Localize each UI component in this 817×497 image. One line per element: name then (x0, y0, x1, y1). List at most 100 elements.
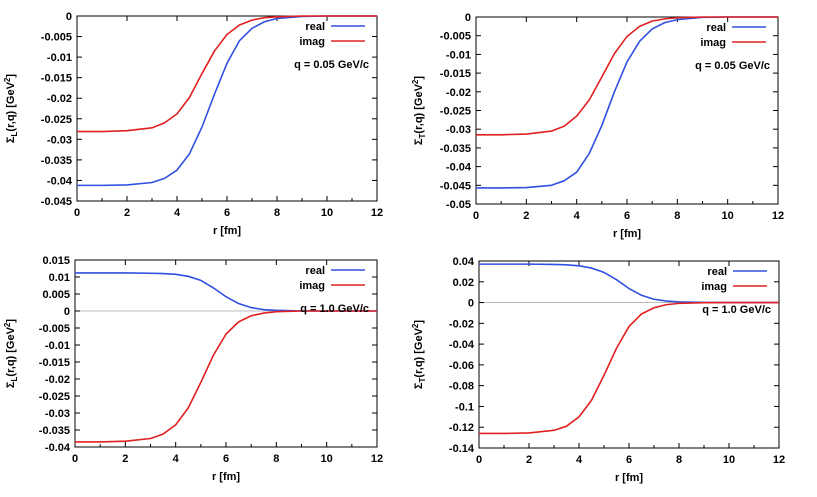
chart-br-frame (478, 260, 780, 449)
chart-tr-ytick-label: 0 (465, 12, 471, 24)
chart-tr-ytick-label: -0.005 (440, 31, 471, 43)
chart-tl-legend-label-real: real (305, 21, 325, 33)
chart-bl-ytick-label: -0.025 (39, 391, 70, 403)
chart-bl-xtick-label: 8 (273, 453, 279, 465)
chart-bl-frame (74, 259, 378, 448)
chart-tl-xtick-label: 10 (321, 207, 333, 219)
chart-tr-frame (475, 16, 779, 205)
chart-br-ytick-label: 0 (468, 298, 474, 310)
chart-bl-ytick-label: -0.03 (45, 408, 70, 420)
chart-bl-xtick-label: 0 (72, 453, 78, 465)
chart-bl-ytick-label: 0.015 (42, 255, 70, 267)
chart-bl-ylabel: ΣL(r,q) [GeV2] (3, 319, 19, 388)
chart-tl-xtick-label: 12 (371, 207, 383, 219)
chart-br-ytick-label: -0.02 (449, 318, 474, 330)
chart-br-ytick-label: -0.1 (455, 401, 474, 413)
chart-tr-ytick-label: -0.025 (440, 106, 471, 118)
chart-tr-ytick-label: -0.02 (446, 87, 471, 99)
chart-bl-xtick-label: 10 (321, 453, 333, 465)
chart-tl-ytick-label: -0.035 (41, 155, 72, 167)
chart-tr-ylabel: ΣT(r,q) [GeV2] (411, 76, 427, 145)
chart-br-series-imag (479, 301, 779, 435)
chart-br-xtick-label: 4 (576, 454, 583, 466)
chart-tl-ytick-label: -0.025 (41, 114, 72, 126)
chart-tr-ytick-label: -0.035 (440, 143, 471, 155)
chart-bl-ytick-label: -0.02 (45, 374, 70, 386)
chart-bl-legend-label-imag: imag (299, 280, 325, 292)
chart-tr-xtick-label: 10 (722, 210, 734, 222)
chart-tl-ytick-label: -0.04 (47, 175, 73, 187)
chart-br-annotation: q = 1.0 GeV/c (702, 304, 771, 316)
chart-br-ytick-label: 0.04 (453, 256, 475, 268)
chart-br-xtick-label: 2 (526, 454, 532, 466)
chart-tl-ytick-label: -0.015 (41, 73, 72, 85)
chart-tr-series-imag (476, 16, 778, 136)
chart-br-xtick-label: 8 (676, 454, 682, 466)
chart-tl-frame (76, 15, 378, 202)
chart-br-ytick-label: -0.08 (449, 381, 474, 393)
chart-tr-xlabel: r [fm] (613, 228, 641, 240)
chart-tl-ytick-label: -0.03 (47, 134, 72, 146)
chart-br-ytick-label: -0.06 (449, 360, 474, 372)
chart-tr-xtick-label: 8 (674, 210, 680, 222)
chart-tr-annotation: q = 0.05 GeV/c (695, 60, 770, 72)
chart-bl-xtick-label: 2 (122, 453, 128, 465)
chart-top-left: 0 2 4 6 8 10 12 0 -0.005 -0.01 -0.015 -0.02 -0.025 -0… (3, 11, 383, 237)
chart-bottom-right: 0 2 4 6 8 10 12 0.04 0.02 0 -0.02 -0.04 -0.06 -0.08 -0… (411, 256, 785, 484)
chart-br-legend-label-imag: imag (701, 281, 727, 293)
chart-bl-ytick-label: 0.01 (49, 272, 70, 284)
chart-br-ylabel: ΣT(r,q) [GeV2] (411, 320, 427, 389)
chart-bl-annotation: q = 1.0 GeV/c (300, 303, 369, 315)
chart-br-xtick-label: 12 (773, 454, 785, 466)
chart-bl-ytick-label: -0.015 (39, 357, 70, 369)
chart-tl-ytick-label: -0.02 (47, 93, 72, 105)
chart-tr-ytick-label: -0.04 (446, 162, 472, 174)
chart-tr-xtick-label: 6 (624, 210, 630, 222)
chart-tl-ytick-label: -0.01 (47, 52, 72, 64)
chart-tl-legend-label-imag: imag (299, 36, 325, 48)
chart-br-ytick-label: -0.14 (449, 443, 475, 455)
chart-tr-xtick-label: 0 (473, 210, 479, 222)
chart-br-ytick-label: -0.04 (449, 339, 475, 351)
chart-br-xlabel: r [fm] (615, 472, 643, 484)
chart-tr-legend-label-imag: imag (700, 37, 726, 49)
chart-tl-xtick-label: 8 (274, 207, 280, 219)
chart-tl-ytick-label: -0.005 (41, 32, 72, 44)
chart-bl-ytick-label: 0.005 (42, 289, 70, 301)
chart-tr-ytick-label: -0.01 (446, 49, 471, 61)
chart-tr-xtick-label: 2 (523, 210, 529, 222)
chart-br-legend-label-real: real (707, 266, 727, 278)
chart-br-xtick-label: 0 (476, 454, 482, 466)
chart-br-xtick-label: 6 (626, 454, 632, 466)
chart-tr-xtick-label: 12 (772, 210, 784, 222)
chart-br-ytick-label: -0.12 (449, 422, 474, 434)
chart-bl-xlabel: r [fm] (212, 471, 240, 483)
chart-tl-xtick-label: 6 (224, 207, 230, 219)
chart-tl-xtick-label: 4 (174, 207, 181, 219)
chart-tl-ytick-label: 0 (66, 11, 72, 23)
chart-top-right: 0 2 4 6 8 10 12 0 -0.005 -0.01 -0.015 -0.02 -0.025 -0… (411, 12, 784, 240)
chart-br-ytick-label: 0.02 (453, 277, 474, 289)
chart-tr-legend-label-real: real (706, 22, 726, 34)
chart-tr-ytick-label: -0.05 (446, 199, 471, 211)
chart-tl-series-imag (77, 15, 377, 133)
chart-br-xtick-label: 10 (723, 454, 735, 466)
chart-tl-ylabel: ΣL(r,q) [GeV2] (3, 74, 19, 143)
chart-bl-series-imag (75, 310, 377, 443)
chart-bl-ytick-label: -0.01 (45, 340, 70, 352)
chart-tl-xtick-label: 0 (74, 207, 80, 219)
chart-bl-ytick-label: 0 (64, 306, 70, 318)
chart-bl-xtick-label: 12 (371, 453, 383, 465)
chart-tl-annotation: q = 0.05 GeV/c (294, 59, 369, 71)
chart-tl-xtick-label: 2 (124, 207, 130, 219)
chart-tl-ytick-label: -0.045 (41, 196, 72, 208)
chart-bl-ytick-label: -0.04 (45, 442, 71, 454)
chart-tr-xtick-label: 4 (574, 210, 581, 222)
chart-tr-ytick-label: -0.045 (440, 180, 471, 192)
chart-tr-ytick-label: -0.015 (440, 68, 471, 80)
chart-bl-ytick-label: -0.035 (39, 425, 70, 437)
chart-bl-legend-label-real: real (305, 265, 325, 277)
chart-bl-xtick-label: 4 (173, 453, 180, 465)
chart-tl-xlabel: r [fm] (213, 225, 241, 237)
